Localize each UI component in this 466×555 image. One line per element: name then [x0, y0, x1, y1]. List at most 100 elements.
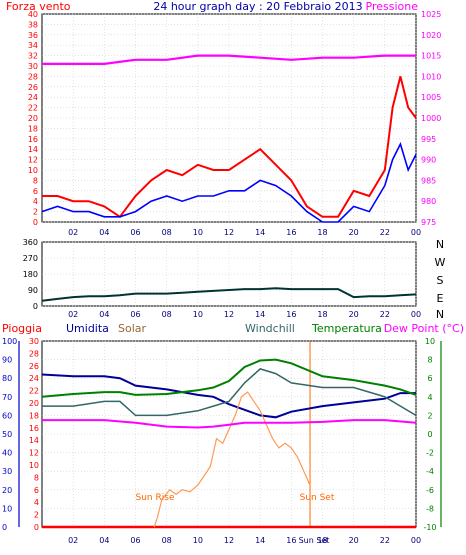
humidity-tick-label: 50: [2, 430, 12, 439]
temperature-tick-label: 2: [427, 411, 432, 420]
chart-title: 24 hour graph day : 20 Febbraio 2013: [153, 0, 362, 13]
temperature-tick-label: 10: [425, 337, 435, 346]
temperature-tick-label: -8: [426, 504, 434, 513]
direction-x-tick-label: 18: [317, 310, 327, 319]
wind-gust-line: [42, 76, 417, 219]
wind-tick-label: 26: [28, 83, 38, 92]
direction-x-tick-label: 16: [286, 310, 296, 319]
humidity-tick-label: 30: [2, 467, 12, 476]
rain-tick-label: 0: [34, 523, 39, 532]
temperature-tick-label: -6: [426, 486, 434, 495]
wind-x-tick-label: 16: [286, 228, 296, 237]
direction-x-tick-label: 14: [255, 310, 265, 319]
humidity-tick-label: 10: [2, 504, 12, 513]
wind-x-tick-label: 12: [224, 228, 234, 237]
direction-letter: W: [435, 256, 446, 269]
thermo-x-tick-label: 12: [224, 536, 234, 545]
thermo-x-tick-label: Sun Set: [299, 536, 330, 545]
wind-tick-label: 38: [28, 20, 38, 29]
direction-letter: N: [436, 238, 444, 251]
wind-tick-label: 22: [28, 104, 38, 113]
pressure-tick-label: 990: [421, 156, 436, 165]
rain-tick-label: 2: [34, 511, 39, 520]
direction-x-tick-label: 20: [349, 310, 359, 319]
direction-x-tick-label: 06: [130, 310, 140, 319]
humidity-tick-label: 0: [2, 523, 7, 532]
rain-tick-label: 26: [29, 362, 39, 371]
wind-direction-line: [41, 287, 417, 302]
direction-series: [41, 287, 417, 302]
wind-x-tick-label: 18: [317, 228, 327, 237]
direction-x-tick-label: 04: [99, 310, 109, 319]
temperature-tick-label: -10: [423, 523, 436, 532]
wind-tick-label: 40: [28, 10, 38, 19]
temperature-tick-label: 0: [427, 430, 432, 439]
wind-x-tick-label: 02: [68, 228, 78, 237]
rain-tick-label: 30: [29, 337, 39, 346]
wind-x-tick-label: 08: [162, 228, 172, 237]
thermo-x-tick-label: 00: [411, 536, 421, 545]
wind-tick-label: 36: [28, 31, 38, 40]
wind-tick-label: 4: [33, 197, 38, 206]
wind-tick-label: 6: [33, 187, 38, 196]
pressure-tick-label: 985: [421, 176, 436, 185]
wind-tick-label: 8: [33, 176, 38, 185]
humidity-tick-label: 100: [2, 337, 17, 346]
pressure-axis-label: Pressione: [366, 0, 419, 13]
thermo-x-tick-label: 14: [255, 536, 265, 545]
pressure-tick-label: 1020: [421, 31, 441, 40]
direction-x-tick-label: 08: [162, 310, 172, 319]
thermo-series: [41, 341, 417, 529]
thermo-x-tick-label: 06: [130, 536, 140, 545]
humidity-tick-label: 90: [2, 356, 12, 365]
rain-tick-label: 4: [34, 498, 39, 507]
wind-axis-label: Forza vento: [6, 0, 71, 13]
wind-x-tick-label: 20: [349, 228, 359, 237]
rain-tick-label: 24: [29, 374, 39, 383]
pressure-tick-label: 1025: [421, 10, 441, 19]
temperature-tick-label: 4: [427, 393, 432, 402]
wind-tick-label: 20: [28, 114, 38, 123]
wind-tick-label: 30: [28, 62, 38, 71]
wind-x-tick-label: 00: [411, 228, 421, 237]
wind-x-tick-label: 04: [99, 228, 109, 237]
rain-tick-label: 10: [29, 461, 39, 470]
wind-tick-label: 32: [28, 52, 38, 61]
wind-tick-label: 2: [33, 208, 38, 217]
wind-x-tick-label: 06: [130, 228, 140, 237]
legend-item: Solar: [118, 322, 147, 335]
humidity-tick-label: 70: [2, 393, 12, 402]
wind-x-tick-label: 22: [380, 228, 390, 237]
thermo-x-tick-label: 04: [99, 536, 109, 545]
wind-series: [41, 54, 417, 223]
series-umidita-line: [41, 373, 416, 419]
thermo-x-tick-label: 18: [317, 536, 327, 545]
pressure-tick-label: 975: [421, 218, 436, 227]
direction-x-tick-label: 22: [380, 310, 390, 319]
wind-tick-label: 14: [28, 145, 38, 154]
direction-x-tick-label: 00: [411, 310, 421, 319]
direction-left-ticks: 0 90 180 270 360: [23, 238, 38, 311]
legend-item: Dew Point (°C): [384, 322, 464, 335]
legend-item: Temperatura: [311, 322, 382, 335]
wind-tick-label: 0: [33, 218, 38, 227]
wind-tick-label: 16: [28, 135, 38, 144]
direction-tick-label: 270: [23, 254, 38, 263]
thermo-x-tick-label: 22: [380, 536, 390, 545]
legend-item: Pioggia: [2, 322, 42, 335]
thermo-x-tick-label: 16: [286, 536, 296, 545]
wind-tick-label: 10: [28, 166, 38, 175]
rain-tick-label: 16: [29, 424, 39, 433]
pressure-right-ticks: 975 980 985 990 995 1000 1005 1010 1015 1020 1025: [421, 10, 441, 227]
wind-average-line: [41, 141, 417, 223]
direction-tick-label: 360: [23, 238, 38, 247]
rain-tick-label: 8: [34, 473, 39, 482]
pressure-line: [42, 54, 416, 66]
thermo-x-tick-label: 10: [193, 536, 203, 545]
rain-tick-label: 22: [29, 387, 39, 396]
sun-rise-label: Sun Rise: [136, 493, 175, 503]
